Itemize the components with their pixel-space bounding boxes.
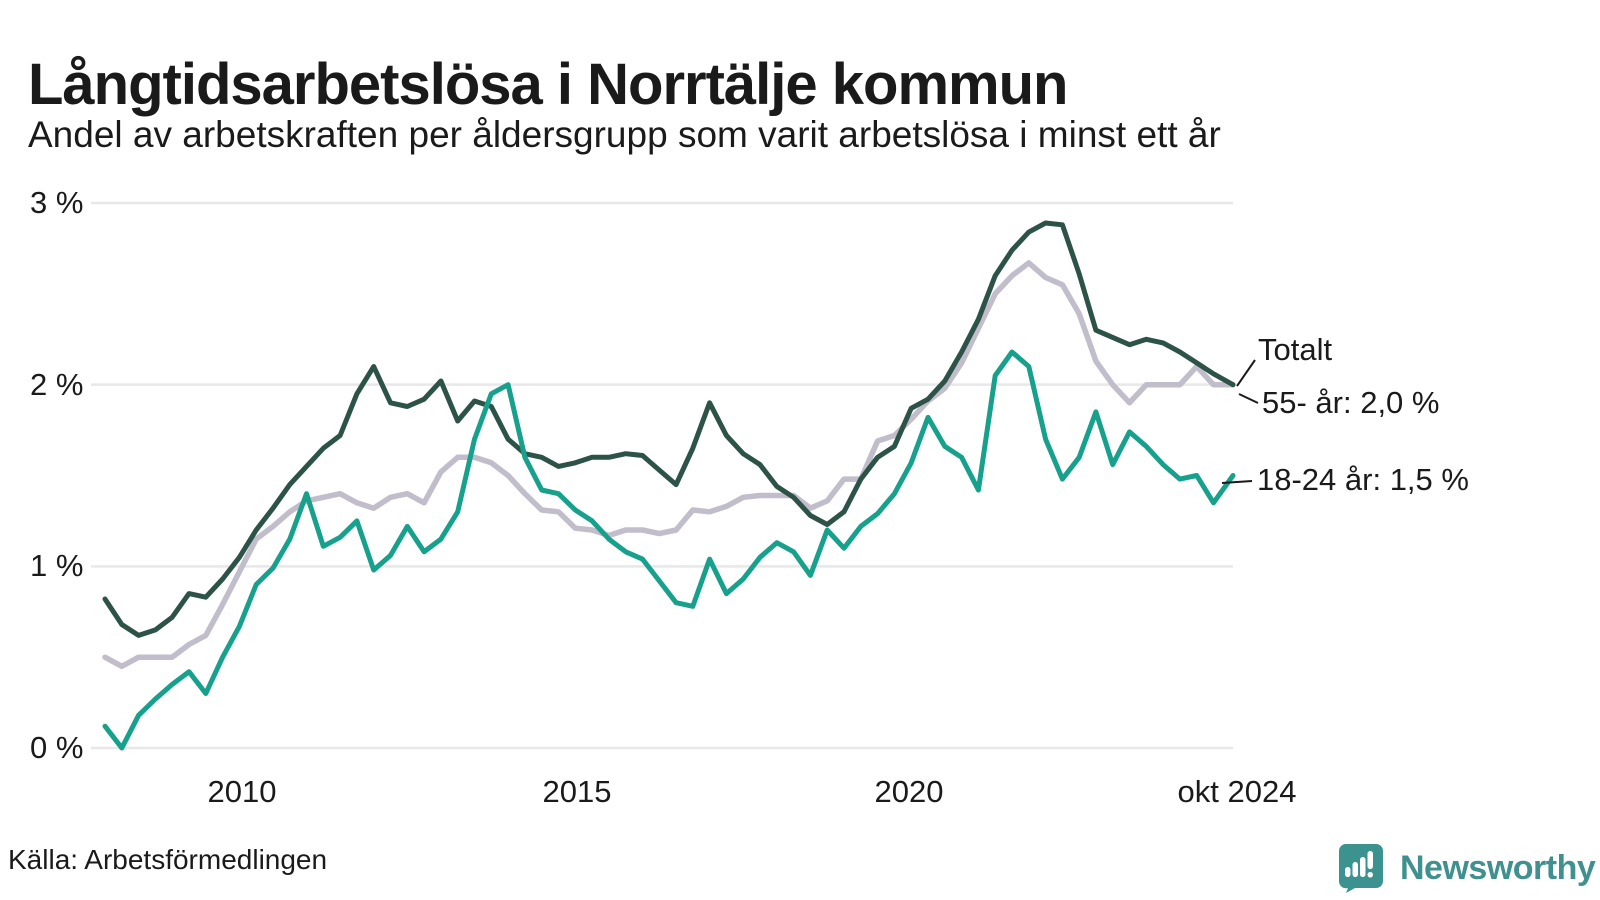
y-axis-tick-label-0pct: 0 % <box>30 730 84 765</box>
y-axis-tick-label-3pct: 3 % <box>30 185 84 220</box>
x-axis-tick-label-okt-2024: okt 2024 <box>1177 774 1297 809</box>
x-axis-tick-label-2020: 2020 <box>874 774 944 809</box>
newsworthy-brand-text: Newsworthy <box>1400 849 1596 887</box>
series-label-totalt: Totalt <box>1258 332 1333 367</box>
x-axis-tick-label-2010: 2010 <box>207 774 277 809</box>
y-axis-tick-label-1pct: 1 % <box>30 548 84 583</box>
page-title: Långtidsarbetslösa i Norrtälje kommun <box>28 51 1068 117</box>
newsworthy-logo-icon <box>1338 844 1383 893</box>
source-caption: Källa: Arbetsförmedlingen <box>8 844 328 875</box>
series-label-55-ar: 55- år: 2,0 % <box>1262 385 1440 420</box>
x-axis-tick-label-2015: 2015 <box>542 774 612 809</box>
chart-subtitle: Andel av arbetskraften per åldersgrupp s… <box>28 114 1221 155</box>
series-label-18-24-ar: 18-24 år: 1,5 % <box>1257 462 1469 497</box>
y-axis-tick-label-2pct: 2 % <box>30 367 84 402</box>
